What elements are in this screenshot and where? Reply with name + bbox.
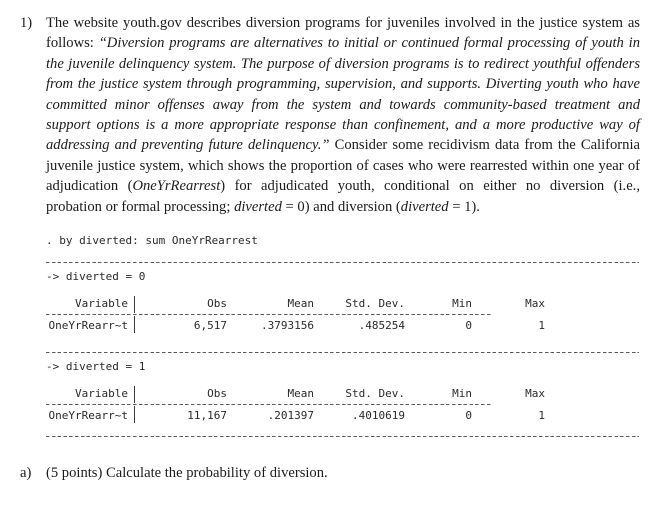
cell-mean: .201397 [267,409,314,423]
text-segment: = 1). [448,198,480,215]
cell-mean: .3793156 [261,319,314,333]
col-header-variable: Variable [46,296,135,314]
col-header-std-dev: Std. Dev. [345,387,405,401]
table-separator-row [46,313,545,317]
cell-std-dev: .4010619 [352,409,405,423]
group-label-diverted-0: -> diverted = 0 [46,270,146,284]
cell-max: 1 [538,319,545,333]
col-header-variable: Variable [46,386,135,404]
part-a-label: a) [20,465,32,482]
cell-obs: 6,517 [193,319,227,333]
question-part-a: a) (5 points) Calculate the probability … [20,463,640,483]
summary-table-diverted-1: Variable Obs Mean Std. Dev. Min Max OneY… [46,386,545,424]
group-label-diverted-1: -> diverted = 1 [46,360,146,374]
stata-command: . by diverted: sum OneYrRearrest [46,234,258,248]
variable-name-segment: OneYrRearrest [132,178,221,195]
col-header-max: Max [525,387,545,401]
col-header-mean: Mean [287,297,315,311]
cell-variable: OneYrRearr~t [46,406,135,424]
text-segment: = 0) and diversion ( [281,198,401,215]
spacer [46,423,640,431]
variable-name-segment: diverted [234,198,282,215]
question-1: 1) The website youth.gov describes diver… [20,13,640,217]
stata-output-block: . by diverted: sum OneYrRearrest -> dive… [46,233,640,438]
table-row: OneYrRearr~t 11,167 .201397 .4010619 0 1 [46,406,545,424]
cell-variable: OneYrRearr~t [46,316,135,334]
table-separator-row [46,403,545,407]
col-header-mean: Mean [287,387,315,401]
table-row: OneYrRearr~t 6,517 .3793156 .485254 0 1 [46,316,545,334]
text-segment: The website youth.gov describes diversio… [46,15,640,52]
quoted-text-segment: “Diversion programs are alternatives to … [46,35,640,154]
cell-std-dev: .485254 [358,319,405,333]
cell-min: 0 [465,409,472,423]
header-separator-line [46,403,492,407]
variable-name-segment: diverted [400,198,449,215]
horizontal-rule [46,261,639,264]
col-header-max: Max [525,297,545,311]
text-segment: ) for adjudicated youth, conditional on … [46,178,640,215]
col-header-obs: Obs [207,387,227,401]
question-text: The website youth.gov describes diversio… [46,13,640,217]
col-header-std-dev: Std. Dev. [345,297,405,311]
spacer [46,333,640,347]
text-segment: Consider some recidivism data from the C… [46,137,640,195]
table-header-row: Variable Obs Mean Std. Dev. Min Max [46,386,545,404]
cell-min: 0 [465,319,472,333]
question-number: 1) [20,15,33,31]
summary-table-diverted-0: Variable Obs Mean Std. Dev. Min Max OneY… [46,296,545,334]
col-header-min: Min [452,297,472,311]
cell-max: 1 [538,409,545,423]
horizontal-rule [46,435,639,438]
table-header-row: Variable Obs Mean Std. Dev. Min Max [46,296,545,314]
col-header-min: Min [452,387,472,401]
horizontal-rule [46,351,639,354]
cell-obs: 11,167 [187,409,227,423]
part-a-text: (5 points) Calculate the probability of … [46,465,328,482]
col-header-obs: Obs [207,297,227,311]
header-separator-line [46,313,492,317]
